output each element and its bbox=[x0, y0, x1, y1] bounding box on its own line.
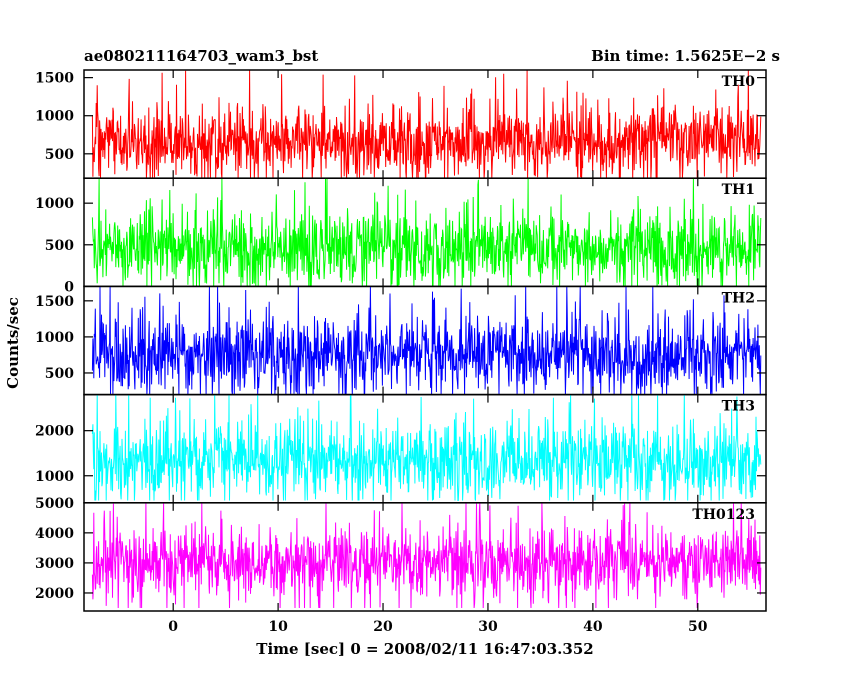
y-tick-label: 3000 bbox=[35, 556, 74, 572]
x-axis-label: Time [sec] 0 = 2008/02/11 16:47:03.352 bbox=[256, 640, 593, 658]
y-tick-label: 0 bbox=[64, 279, 74, 295]
x-tick-label: 20 bbox=[373, 619, 393, 635]
y-tick-label: 5000 bbox=[35, 496, 74, 512]
panel-th1: 0 500 1000 TH1 bbox=[35, 177, 767, 295]
series-line-th1 bbox=[91, 178, 762, 287]
panel-th2: 500 1000 1500 TH2 bbox=[35, 285, 767, 396]
x-tick-label: 40 bbox=[583, 619, 603, 635]
y-tick-label: 1500 bbox=[35, 71, 74, 87]
y-tick-label: 500 bbox=[45, 238, 74, 254]
x-tick-label: 30 bbox=[478, 619, 498, 635]
panel-frame bbox=[83, 502, 767, 612]
observation-id-title: ae080211164703_wam3_bst bbox=[84, 47, 318, 65]
panel-label-th0123: TH0123 bbox=[692, 507, 755, 523]
y-tick-label: 4000 bbox=[35, 526, 74, 542]
series-line-th3 bbox=[91, 394, 762, 501]
y-tick-label: 2000 bbox=[35, 424, 74, 440]
x-axis: 0 10 20 30 40 50 bbox=[168, 619, 707, 635]
series-line-th2 bbox=[91, 286, 762, 395]
panel-label-th1: TH1 bbox=[722, 182, 755, 198]
y-axis-label: Counts/sec bbox=[4, 297, 22, 389]
panel-label-th3: TH3 bbox=[722, 399, 755, 415]
panel-th0123: 2000 3000 4000 5000 TH0123 bbox=[35, 496, 767, 612]
x-tick-label: 0 bbox=[168, 619, 178, 635]
y-tick-label: 2000 bbox=[35, 586, 74, 602]
y-tick-label: 1000 bbox=[35, 330, 74, 346]
y-tick-label: 500 bbox=[45, 147, 74, 163]
series-line-th0123 bbox=[91, 502, 762, 609]
bin-time-title: Bin time: 1.5625E−2 s bbox=[591, 47, 780, 65]
panel-label-th2: TH2 bbox=[722, 290, 755, 306]
panel-th3: 1000 2000 TH3 bbox=[35, 393, 767, 504]
panel-label-th0: TH0 bbox=[722, 74, 756, 90]
series-line-th0 bbox=[91, 70, 762, 179]
y-tick-label: 500 bbox=[45, 366, 74, 382]
y-tick-label: 1000 bbox=[35, 109, 74, 125]
panel-th0: 500 1000 1500 TH0 bbox=[35, 69, 767, 179]
y-tick-label: 1000 bbox=[35, 469, 74, 485]
x-tick-label: 50 bbox=[688, 619, 708, 635]
y-tick-label: 1000 bbox=[35, 196, 74, 212]
x-tick-label: 10 bbox=[268, 619, 288, 635]
y-tick-label: 1500 bbox=[35, 294, 74, 310]
